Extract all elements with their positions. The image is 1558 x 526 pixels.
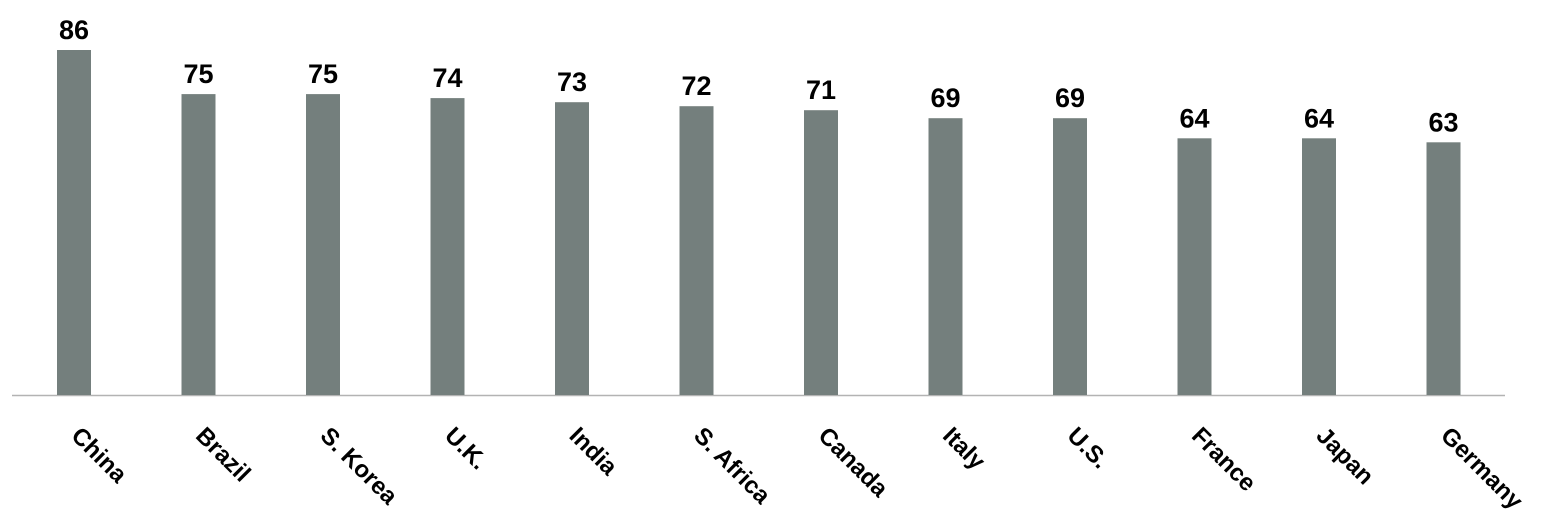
value-labels-group: 86 75 75 74 73 72 71 69 69 64 64 63: [59, 15, 1459, 137]
value-label: 64: [1179, 103, 1209, 133]
x-tick-labels-group: China Brazil S. Korea U.K. India S. Africa Can…: [66, 422, 1529, 515]
x-tick-label: China: [66, 422, 133, 489]
x-tick-label: S. Korea: [315, 422, 403, 510]
bar: [1177, 138, 1212, 396]
bar: [1053, 118, 1087, 395]
x-tick-label: U.S.: [1062, 422, 1114, 474]
x-tick-label: Canada: [813, 422, 894, 503]
value-label: 69: [1055, 83, 1085, 113]
bar: [804, 110, 838, 395]
x-tick-label: France: [1186, 422, 1261, 497]
x-tick-label: India: [564, 422, 623, 481]
value-label: 71: [806, 75, 836, 105]
value-label: 63: [1428, 107, 1458, 137]
bar: [430, 98, 465, 395]
bar: [555, 102, 589, 395]
bar: [1426, 142, 1461, 395]
value-label: 72: [681, 71, 711, 101]
value-label: 69: [930, 83, 960, 113]
x-tick-label: Germany: [1435, 422, 1528, 515]
bar: [306, 94, 340, 395]
bar: [1302, 138, 1336, 396]
x-tick-label: Japan: [1311, 422, 1379, 490]
value-label: 75: [308, 59, 338, 89]
value-label: 74: [432, 63, 462, 93]
x-tick-label: U.K.: [439, 422, 492, 475]
bar: [181, 94, 216, 395]
value-label: 73: [557, 67, 587, 97]
value-label: 75: [183, 59, 213, 89]
x-tick-label: S. Africa: [688, 422, 776, 510]
value-label: 86: [59, 15, 89, 45]
bars-group: [57, 50, 1461, 396]
x-tick-label: Brazil: [190, 422, 255, 487]
bar: [679, 106, 714, 395]
value-label: 64: [1304, 103, 1334, 133]
bar: [57, 50, 91, 395]
x-tick-label: Italy: [937, 422, 991, 476]
bar: [928, 118, 963, 395]
